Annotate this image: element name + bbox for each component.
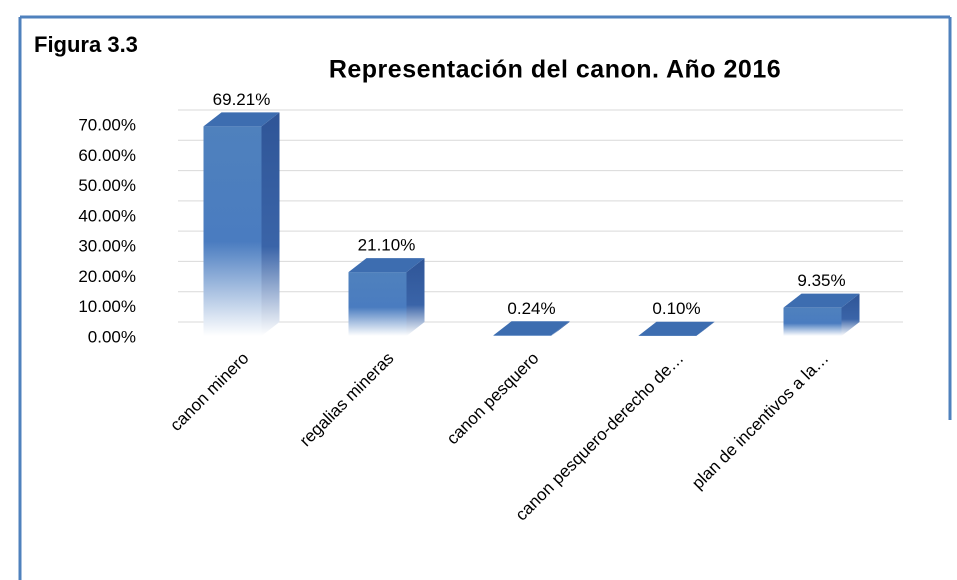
y-tick-label: 60.00% bbox=[78, 146, 136, 165]
bar-top bbox=[348, 258, 425, 273]
y-tick-label: 70.00% bbox=[78, 115, 136, 134]
value-label: 69.21% bbox=[213, 90, 271, 109]
y-tick-label: 50.00% bbox=[78, 176, 136, 195]
bar-top bbox=[638, 321, 715, 336]
bar-side bbox=[551, 321, 570, 336]
figure-label: Figura 3.3 bbox=[34, 32, 138, 57]
bar-side bbox=[261, 112, 280, 336]
y-tick-label: 20.00% bbox=[78, 267, 136, 286]
bar-side bbox=[696, 321, 715, 336]
x-tick-label: canon pesquero bbox=[443, 349, 543, 449]
chart-title: Representación del canon. Año 2016 bbox=[329, 56, 781, 84]
bar-front bbox=[783, 307, 842, 336]
x-tick-label: regalias mineras bbox=[296, 349, 398, 451]
value-label: 0.24% bbox=[507, 299, 555, 318]
frame bbox=[18, 15, 952, 580]
bar-top bbox=[203, 112, 280, 127]
x-tick-label: plan de incentivos a la… bbox=[688, 349, 832, 493]
y-tick-label: 10.00% bbox=[78, 297, 136, 316]
value-label: 9.35% bbox=[797, 271, 845, 290]
y-tick-label: 30.00% bbox=[78, 237, 136, 256]
bar-top bbox=[493, 321, 570, 336]
x-tick-label: canon pesquero-derecho de… bbox=[512, 349, 688, 525]
bar-side bbox=[406, 258, 425, 336]
y-tick-label: 0.00% bbox=[88, 327, 136, 346]
bar-front bbox=[493, 335, 552, 336]
bar-front bbox=[203, 126, 262, 336]
bar-front bbox=[348, 272, 407, 336]
x-tick-label: canon minero bbox=[166, 349, 252, 435]
bar-side bbox=[841, 293, 860, 336]
value-label: 0.10% bbox=[652, 299, 700, 318]
bar-top bbox=[783, 293, 860, 308]
value-label: 21.10% bbox=[358, 236, 416, 255]
y-tick-label: 40.00% bbox=[78, 206, 136, 225]
